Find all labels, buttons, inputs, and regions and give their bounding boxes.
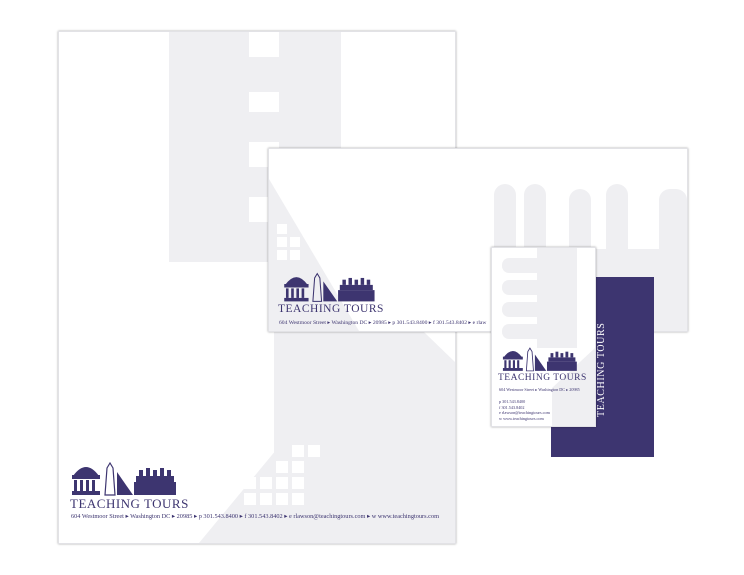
card-back-brand-name: TEACHING TOURS bbox=[596, 322, 607, 417]
card-front-brand-name: TEACHING TOURS bbox=[498, 373, 587, 383]
card-phone: p 301.543.8400 bbox=[499, 399, 526, 404]
envelope-address-line: 604 Westmoor Street ▸ Washington DC ▸ 20… bbox=[279, 320, 487, 326]
card-website: w www.teachingtours.com bbox=[499, 416, 544, 422]
business-card-front: TEACHING TOURS 604 Westmoor Street ▸ Was… bbox=[491, 247, 596, 427]
building-skyline-logo-icon bbox=[284, 272, 375, 302]
card-email: e rlawson@teachingtours.com bbox=[499, 410, 550, 416]
letterhead-address-line: 604 Westmoor Street ▸ Washington DC ▸ 20… bbox=[71, 513, 439, 520]
building-skyline-logo-icon bbox=[502, 347, 577, 372]
hand-skyline-watermark-icon bbox=[502, 248, 595, 426]
envelope-brand-name: TEACHING TOURS bbox=[278, 303, 384, 315]
letterhead-brand-name: TEACHING TOURS bbox=[70, 496, 189, 511]
building-skyline-logo-icon bbox=[72, 461, 176, 496]
card-front-contact-list: p 301.543.8400 f 301.543.8402 e rlawson@… bbox=[499, 399, 550, 422]
card-front-address-line: 604 Westmoor Street ▸ Washington DC ▸ 20… bbox=[499, 387, 580, 392]
card-fax: f 301.543.8402 bbox=[499, 404, 525, 410]
